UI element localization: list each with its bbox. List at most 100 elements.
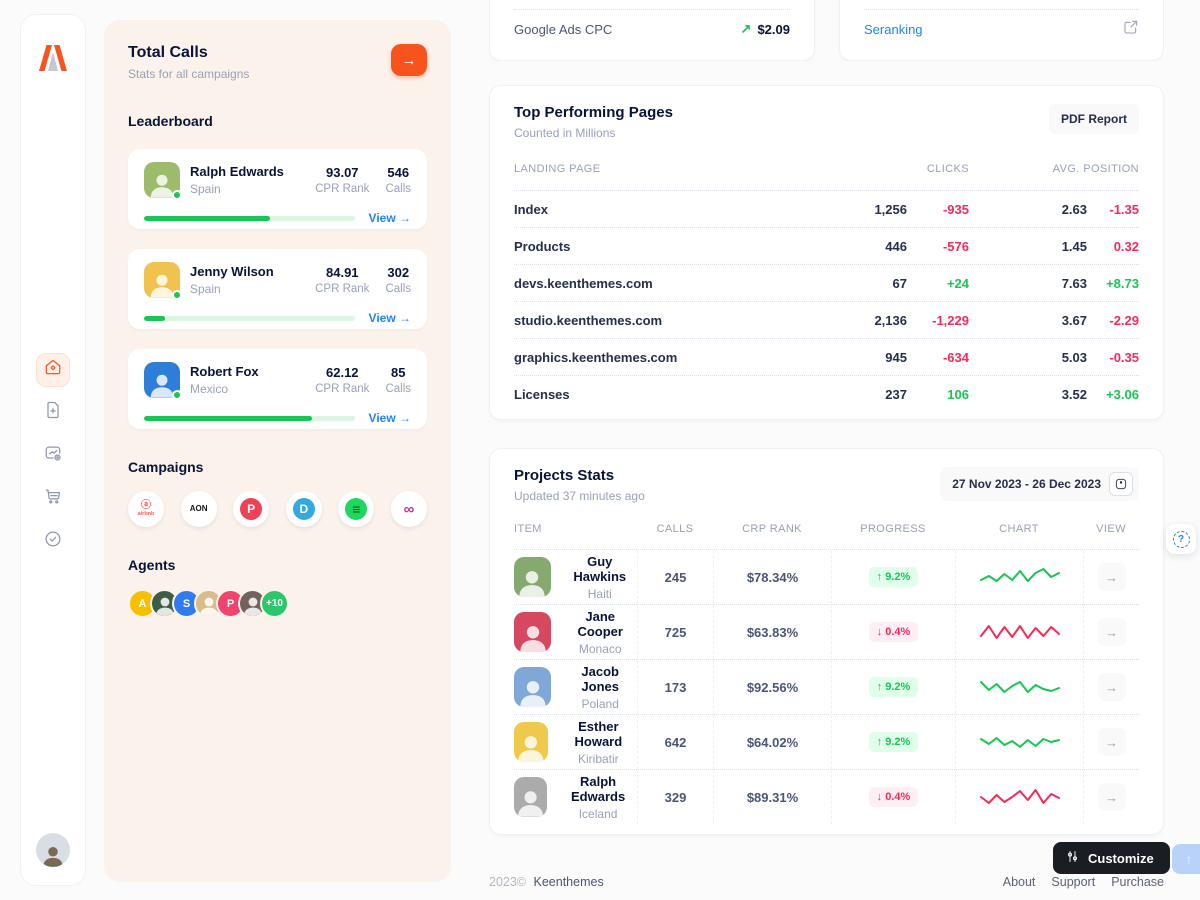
customize-button[interactable]: Customize (1053, 842, 1170, 874)
nav-chart-settings-button[interactable] (36, 439, 70, 473)
pages-table-row[interactable]: Products 446 -576 1.45 0.32 (514, 227, 1139, 264)
project-calls: 725 (664, 624, 687, 640)
progress-badge: ↓ 0.4% (868, 787, 919, 807)
progress-badge: ↑ 9.2% (868, 677, 919, 697)
pages-table-row[interactable]: devs.keenthemes.com 67 +24 7.63 +8.73 (514, 264, 1139, 301)
col-clicks: CLICKS (926, 163, 969, 175)
total-calls-panel: Total Calls Stats for all campaigns → Le… (104, 20, 451, 882)
position-value: 7.63 (1061, 275, 1087, 291)
view-link[interactable]: View → (368, 311, 411, 325)
position-delta: +8.73 (1106, 275, 1139, 291)
cpr-rank-value: 93.07 (326, 165, 359, 180)
projects-table-row: Jane Cooper Monaco 725 $63.83% ↓ 0.4% → (514, 604, 1139, 659)
external-links-card: Seranking (839, 0, 1164, 61)
campaign-glyph-icon: P (247, 502, 256, 516)
project-person-name: Jane Cooper (577, 608, 623, 639)
page-footer: 2023© Keenthemes About Support Purchase (489, 875, 1164, 889)
trend-sparkline-chart (979, 625, 1060, 639)
nav-home-button[interactable] (36, 352, 70, 387)
project-person-country: Kiribatir (578, 751, 619, 766)
projects-table-row: Ralph Edwards Iceland 329 $89.31% ↓ 0.4%… (514, 769, 1139, 824)
project-person-name: Jacob Jones (581, 663, 619, 694)
external-link-icon[interactable] (1123, 19, 1139, 40)
scroll-to-top-button[interactable]: ↑ (1172, 844, 1200, 874)
customize-label: Customize (1088, 850, 1154, 866)
help-button[interactable]: ? (1166, 524, 1196, 554)
copyright-year: 2023© (489, 875, 527, 889)
brand-logo[interactable] (36, 43, 70, 78)
project-person-country: Monaco (578, 641, 622, 656)
project-person-country: Haiti (587, 586, 612, 601)
top-stat-cards: Google Ads CPC ↗ $2.09 Seranking (489, 0, 1164, 61)
pdf-report-button[interactable]: PDF Report (1049, 104, 1139, 134)
campaign-logo[interactable]: ∞ (390, 491, 427, 527)
campaign-wordmark: airbnb (137, 510, 155, 517)
dotted-divider (864, 9, 1139, 10)
view-link[interactable]: View → (368, 211, 411, 225)
campaign-logo[interactable]: ≡ (338, 491, 375, 527)
online-status-dot (172, 390, 182, 400)
projects-card-subtitle: Updated 37 minutes ago (514, 489, 645, 503)
cpr-rank-label: CPR Rank (315, 283, 370, 295)
footer-brand-link[interactable]: Keenthemes (533, 875, 604, 889)
col-crp-rank: CRP RANK (742, 523, 802, 535)
cpr-rank-label: CPR Rank (315, 383, 370, 395)
row-view-button[interactable]: → (1097, 783, 1126, 811)
campaign-logo[interactable]: P (233, 491, 270, 527)
projects-card-title: Projects Stats (514, 467, 615, 484)
position-value: 2.63 (1061, 201, 1087, 217)
pages-card-subtitle: Counted in Millions (514, 126, 616, 140)
file-plus-icon (43, 400, 63, 425)
panel-title: Total Calls (128, 44, 208, 61)
col-landing-page: LANDING PAGE (514, 163, 601, 175)
campaigns-heading: Campaigns (128, 459, 204, 475)
pages-table-row[interactable]: Index 1,256 -935 2.63 -1.35 (514, 190, 1139, 227)
panel-arrow-button[interactable]: → (391, 44, 427, 76)
clicks-delta: -576 (942, 238, 969, 254)
project-person-country: Poland (581, 696, 619, 711)
online-status-dot (172, 290, 182, 300)
col-chart: CHART (999, 523, 1039, 535)
footer-link[interactable]: About (1002, 875, 1036, 889)
clicks-delta: -634 (942, 349, 969, 365)
date-range-picker[interactable]: 27 Nov 2023 - 26 Dec 2023 (940, 467, 1139, 501)
projects-table-row: Jacob Jones Poland 173 $92.56% ↑ 9.2% → (514, 659, 1139, 714)
cpr-rank-value: 62.12 (326, 365, 359, 380)
agents-row: A S (128, 589, 427, 618)
position-delta: -0.35 (1109, 349, 1139, 365)
nav-shield-button[interactable] (36, 525, 70, 559)
sliders-icon (1065, 849, 1080, 867)
project-calls: 245 (664, 569, 687, 585)
agent-avatar[interactable]: +10 (260, 589, 289, 618)
footer-link[interactable]: Purchase (1111, 875, 1164, 889)
clicks-delta: +24 (946, 275, 969, 291)
pages-table-row[interactable]: graphics.keenthemes.com 945 -634 5.03 -0… (514, 338, 1139, 375)
leader-avatar (144, 362, 182, 400)
row-view-button[interactable]: → (1097, 673, 1126, 701)
landing-page-name: devs.keenthemes.com (514, 275, 653, 291)
trend-sparkline-chart (979, 737, 1060, 748)
project-calls: 642 (664, 734, 687, 750)
clicks-value: 1,256 (874, 201, 907, 217)
view-link[interactable]: View → (368, 411, 411, 425)
campaign-logo[interactable]: ⓐ airbnb (128, 491, 164, 527)
footer-link[interactable]: Support (1051, 875, 1096, 889)
nav-file-add-button[interactable] (36, 396, 70, 430)
trend-sparkline-chart (979, 568, 1060, 582)
pages-table-row[interactable]: Licenses 237 106 3.52 +3.06 (514, 375, 1139, 412)
col-avg-position: AVG. POSITION (1052, 163, 1139, 175)
campaign-logo[interactable]: D (285, 491, 322, 527)
chart-settings-icon (43, 443, 63, 468)
campaign-logo[interactable]: AON (180, 491, 217, 527)
calls-label: Calls (385, 383, 411, 395)
seranking-link[interactable]: Seranking (864, 21, 923, 37)
projects-table-header: ITEM CALLS CRP RANK PROGRESS CHART VIEW (514, 509, 1139, 549)
row-view-button[interactable]: → (1097, 728, 1126, 756)
leader-country: Spain (190, 282, 221, 296)
row-view-button[interactable]: → (1097, 618, 1126, 646)
pages-table-row[interactable]: studio.keenthemes.com 2,136 -1,229 3.67 … (514, 301, 1139, 338)
row-view-button[interactable]: → (1097, 563, 1126, 591)
user-avatar[interactable] (36, 833, 70, 867)
nav-cart-button[interactable] (36, 482, 70, 516)
progress-badge: ↑ 9.2% (868, 567, 919, 587)
